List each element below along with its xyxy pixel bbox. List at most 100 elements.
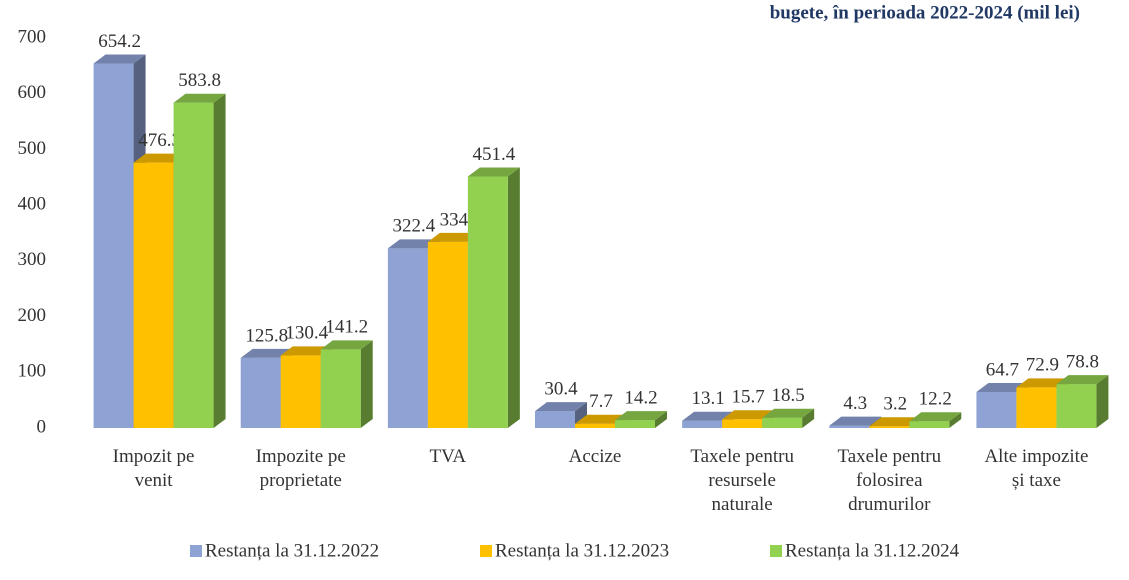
data-label: 130.4: [285, 323, 328, 344]
bar: [173, 93, 226, 429]
data-label: 141.2: [325, 317, 368, 338]
legend-swatch: [770, 545, 782, 557]
x-tick-label: Alte impozite și taxe: [984, 446, 1088, 491]
bar-top: [240, 348, 293, 358]
bar: [467, 167, 520, 428]
x-tick-label-line: Impozite pe: [256, 446, 346, 467]
bar-front: [869, 426, 910, 428]
bar-front: [1056, 384, 1097, 428]
bar-front: [320, 349, 361, 428]
bar-top: [535, 402, 587, 412]
bar-front: [1016, 387, 1057, 428]
bar: [909, 412, 962, 428]
data-label: 3.2: [883, 394, 907, 415]
bar-front: [387, 248, 428, 428]
data-label: 30.4: [544, 378, 578, 399]
legend-label: Restanța la 31.12.2024: [785, 540, 960, 561]
data-label: 322.4: [392, 216, 435, 237]
x-tick-label-line: proprietate: [260, 470, 342, 491]
data-label: 72.9: [1026, 355, 1059, 376]
bar-front: [240, 357, 281, 428]
y-tick-label: 300: [18, 249, 47, 270]
bar-front: [467, 176, 508, 428]
bar-front: [722, 419, 763, 428]
bar-top: [280, 346, 333, 356]
bar-side: [949, 412, 962, 428]
data-label: 15.7: [732, 387, 765, 408]
bar-side: [802, 408, 815, 428]
data-label: 654.2: [98, 31, 141, 52]
bar-side: [213, 93, 226, 429]
data-label: 12.2: [919, 389, 952, 410]
bar-top: [467, 167, 520, 177]
x-tick-label-line: TVA: [430, 446, 467, 467]
legend-swatch: [480, 545, 492, 557]
y-tick-label: 600: [18, 82, 47, 103]
data-label: 64.7: [986, 359, 1019, 380]
chart-title: bugete, în perioada 2022-2024 (mil lei): [770, 2, 1080, 23]
data-label: 13.1: [692, 388, 725, 409]
x-tick-label: Taxele pentru folosirea drumurilor: [837, 446, 941, 515]
bar: [535, 402, 587, 428]
bar-front: [93, 63, 134, 428]
bar-top: [762, 408, 815, 418]
bar-top: [829, 416, 882, 426]
bar-top: [427, 232, 480, 242]
x-tick-label: TVA: [430, 446, 467, 467]
x-tick-label-line: Alte impozite: [984, 446, 1088, 467]
data-label: 476.3: [138, 130, 181, 151]
bar: [320, 340, 373, 428]
bar-top: [320, 340, 373, 350]
bar-top: [93, 54, 146, 64]
data-label: 14.2: [624, 387, 657, 408]
data-label: 334: [440, 209, 469, 230]
bar-front: [535, 411, 575, 428]
bar-top: [1016, 378, 1069, 388]
x-tick-label-line: resursele: [708, 470, 776, 491]
bar-front: [427, 241, 468, 428]
bar-top: [869, 417, 922, 427]
y-tick-label: 500: [18, 138, 47, 159]
legend-label: Restanța la 31.12.2023: [495, 540, 669, 561]
bar: [615, 411, 667, 428]
data-label: 18.5: [772, 385, 805, 406]
bar-side: [507, 167, 520, 428]
y-tick-label: 200: [18, 305, 47, 326]
bar-top: [1056, 375, 1109, 385]
bar: [762, 408, 815, 428]
bar-front: [909, 421, 950, 428]
bar-front: [615, 420, 655, 428]
bar-top: [909, 412, 962, 422]
x-tick-label: Accize: [569, 446, 622, 467]
bar-top: [575, 414, 627, 424]
bar-front: [762, 417, 803, 428]
bar-front: [133, 162, 174, 428]
bar-top: [615, 411, 667, 421]
bar-top: [387, 239, 440, 249]
bar-top: [976, 382, 1029, 392]
y-tick-label: 100: [18, 361, 47, 382]
bar-top: [133, 153, 186, 163]
bar-top: [722, 410, 775, 420]
y-tick-label: 700: [18, 26, 47, 47]
bar-front: [280, 355, 321, 428]
data-label: 583.8: [178, 70, 221, 91]
legend-label: Restanța la 31.12.2022: [205, 540, 379, 561]
bar-side: [360, 340, 373, 428]
y-tick-label: 0: [37, 416, 47, 437]
bar-front: [829, 425, 870, 428]
x-tick-label-line: și taxe: [1012, 470, 1061, 491]
bar-front: [976, 391, 1017, 428]
x-tick-label: Impozite pe proprietate: [256, 446, 346, 491]
bar: [1056, 375, 1109, 428]
data-label: 451.4: [472, 144, 515, 165]
legend-swatch: [190, 545, 202, 557]
bar-side: [655, 411, 667, 428]
bar-front: [173, 102, 214, 429]
x-tick-label-line: Impozit pe: [113, 446, 195, 467]
bar-top: [682, 411, 735, 421]
x-tick-label: Taxele pentru resursele naturale: [690, 446, 794, 515]
data-label: 7.7: [589, 391, 613, 412]
x-tick-label-line: venit: [135, 470, 174, 491]
